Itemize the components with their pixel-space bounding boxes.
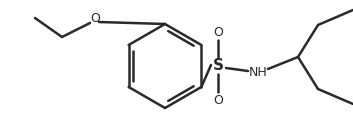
Text: O: O	[213, 25, 223, 39]
Text: O: O	[90, 11, 100, 25]
Text: NH: NH	[249, 67, 267, 79]
Text: S: S	[213, 58, 223, 74]
Text: O: O	[213, 93, 223, 107]
